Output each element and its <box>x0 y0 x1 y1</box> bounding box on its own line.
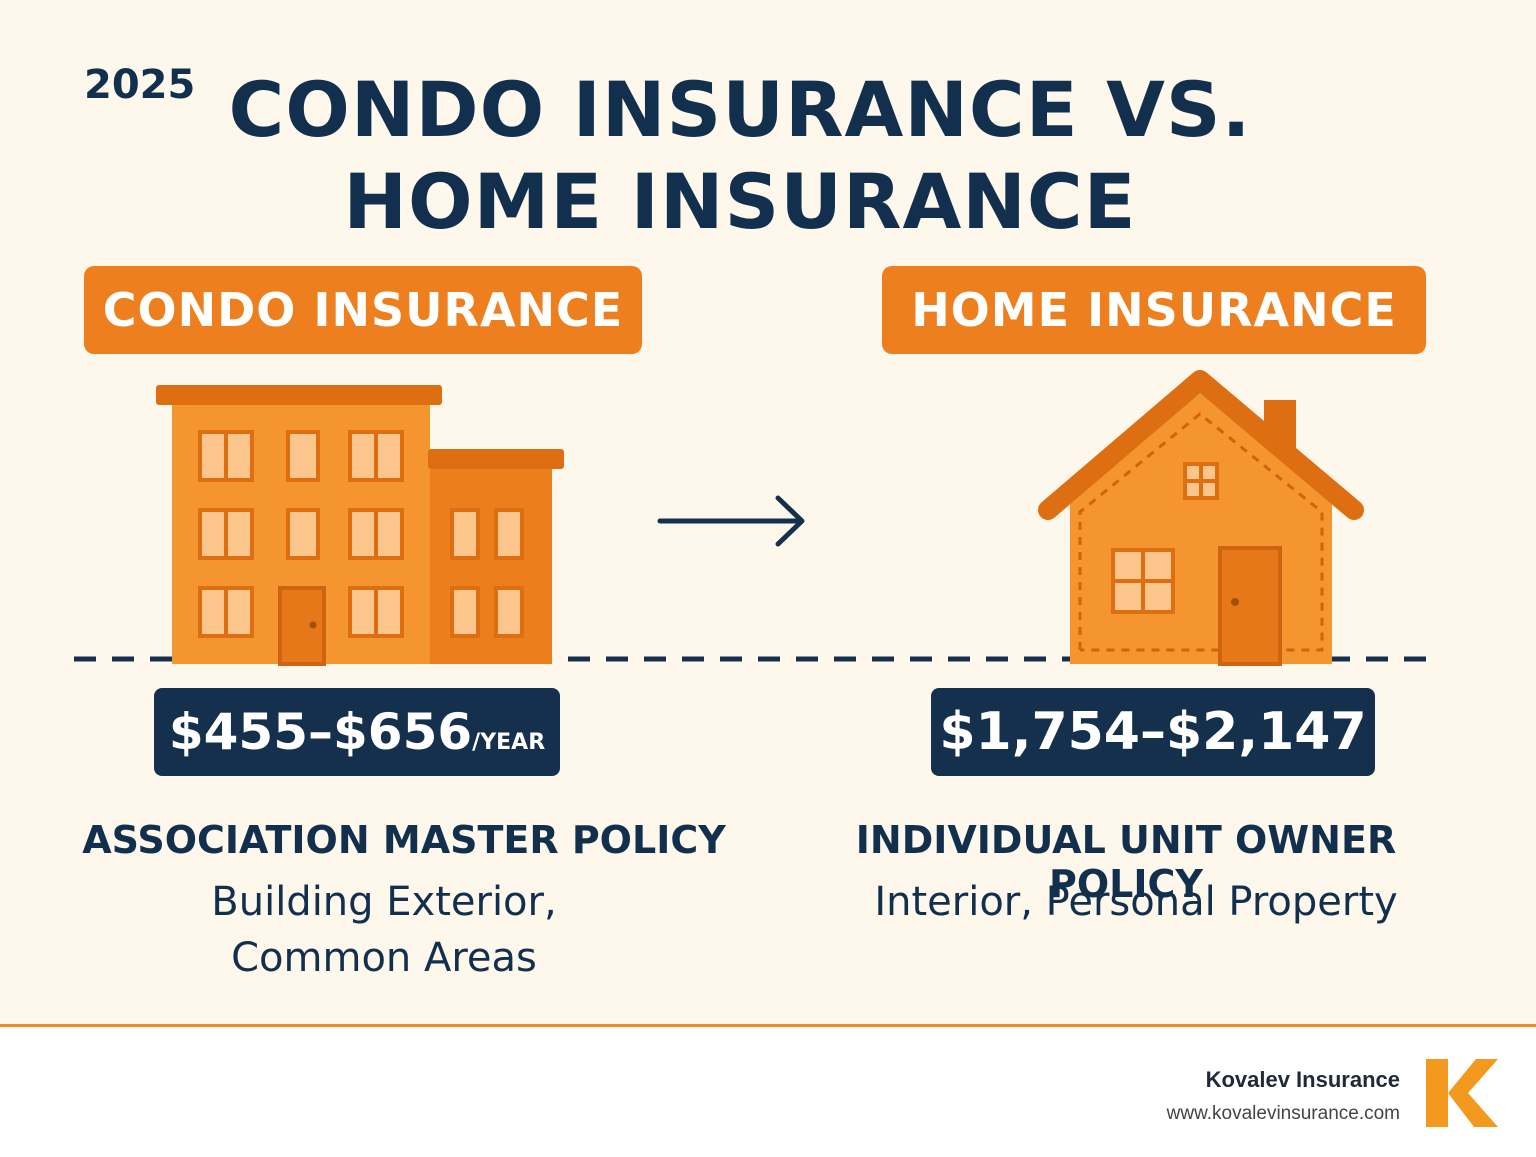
home-coverage: Interior, Personal Property <box>874 879 1398 925</box>
arrow-right-icon <box>657 495 805 547</box>
footer: Kovalev Insurance www.kovalevinsurance.c… <box>0 1024 1536 1157</box>
apartment-building-icon <box>156 385 564 666</box>
house-icon <box>1038 370 1364 666</box>
home-insurance-label: HOME INSURANCE <box>882 266 1426 354</box>
condo-price-unit: /YEAR <box>472 730 546 755</box>
condo-coverage: Building Exterior, Common Areas <box>154 874 614 986</box>
condo-coverage-line-1: Building Exterior, <box>211 879 557 925</box>
page-title: CONDO INSURANCE VS. HOME INSURANCE <box>0 64 1480 248</box>
company-url[interactable]: www.kovalevinsurance.com <box>1166 1103 1400 1124</box>
brand-block: Kovalev Insurance www.kovalevinsurance.c… <box>1167 1067 1400 1125</box>
condo-policy-title: ASSOCIATION MASTER POLICY <box>82 818 726 862</box>
title-line-1: CONDO INSURANCE VS. <box>228 65 1252 154</box>
home-policy-title: INDIVIDUAL UNIT OWNER POLICY <box>855 818 1397 906</box>
company-name: Kovalev Insurance <box>1205 1067 1400 1092</box>
condo-insurance-label: CONDO INSURANCE <box>84 266 642 354</box>
condo-coverage-line-2: Common Areas <box>231 935 537 981</box>
condo-price: $455–$656 <box>168 703 473 761</box>
home-price: $1,754–$2,147 <box>939 702 1367 762</box>
condo-price-badge: $455–$656/YEAR <box>154 688 560 776</box>
title-line-2: HOME INSURANCE <box>343 157 1137 246</box>
k-logo-icon <box>1426 1059 1498 1127</box>
year-label: 2025 <box>84 62 196 108</box>
home-price-badge: $1,754–$2,147 <box>931 688 1375 776</box>
